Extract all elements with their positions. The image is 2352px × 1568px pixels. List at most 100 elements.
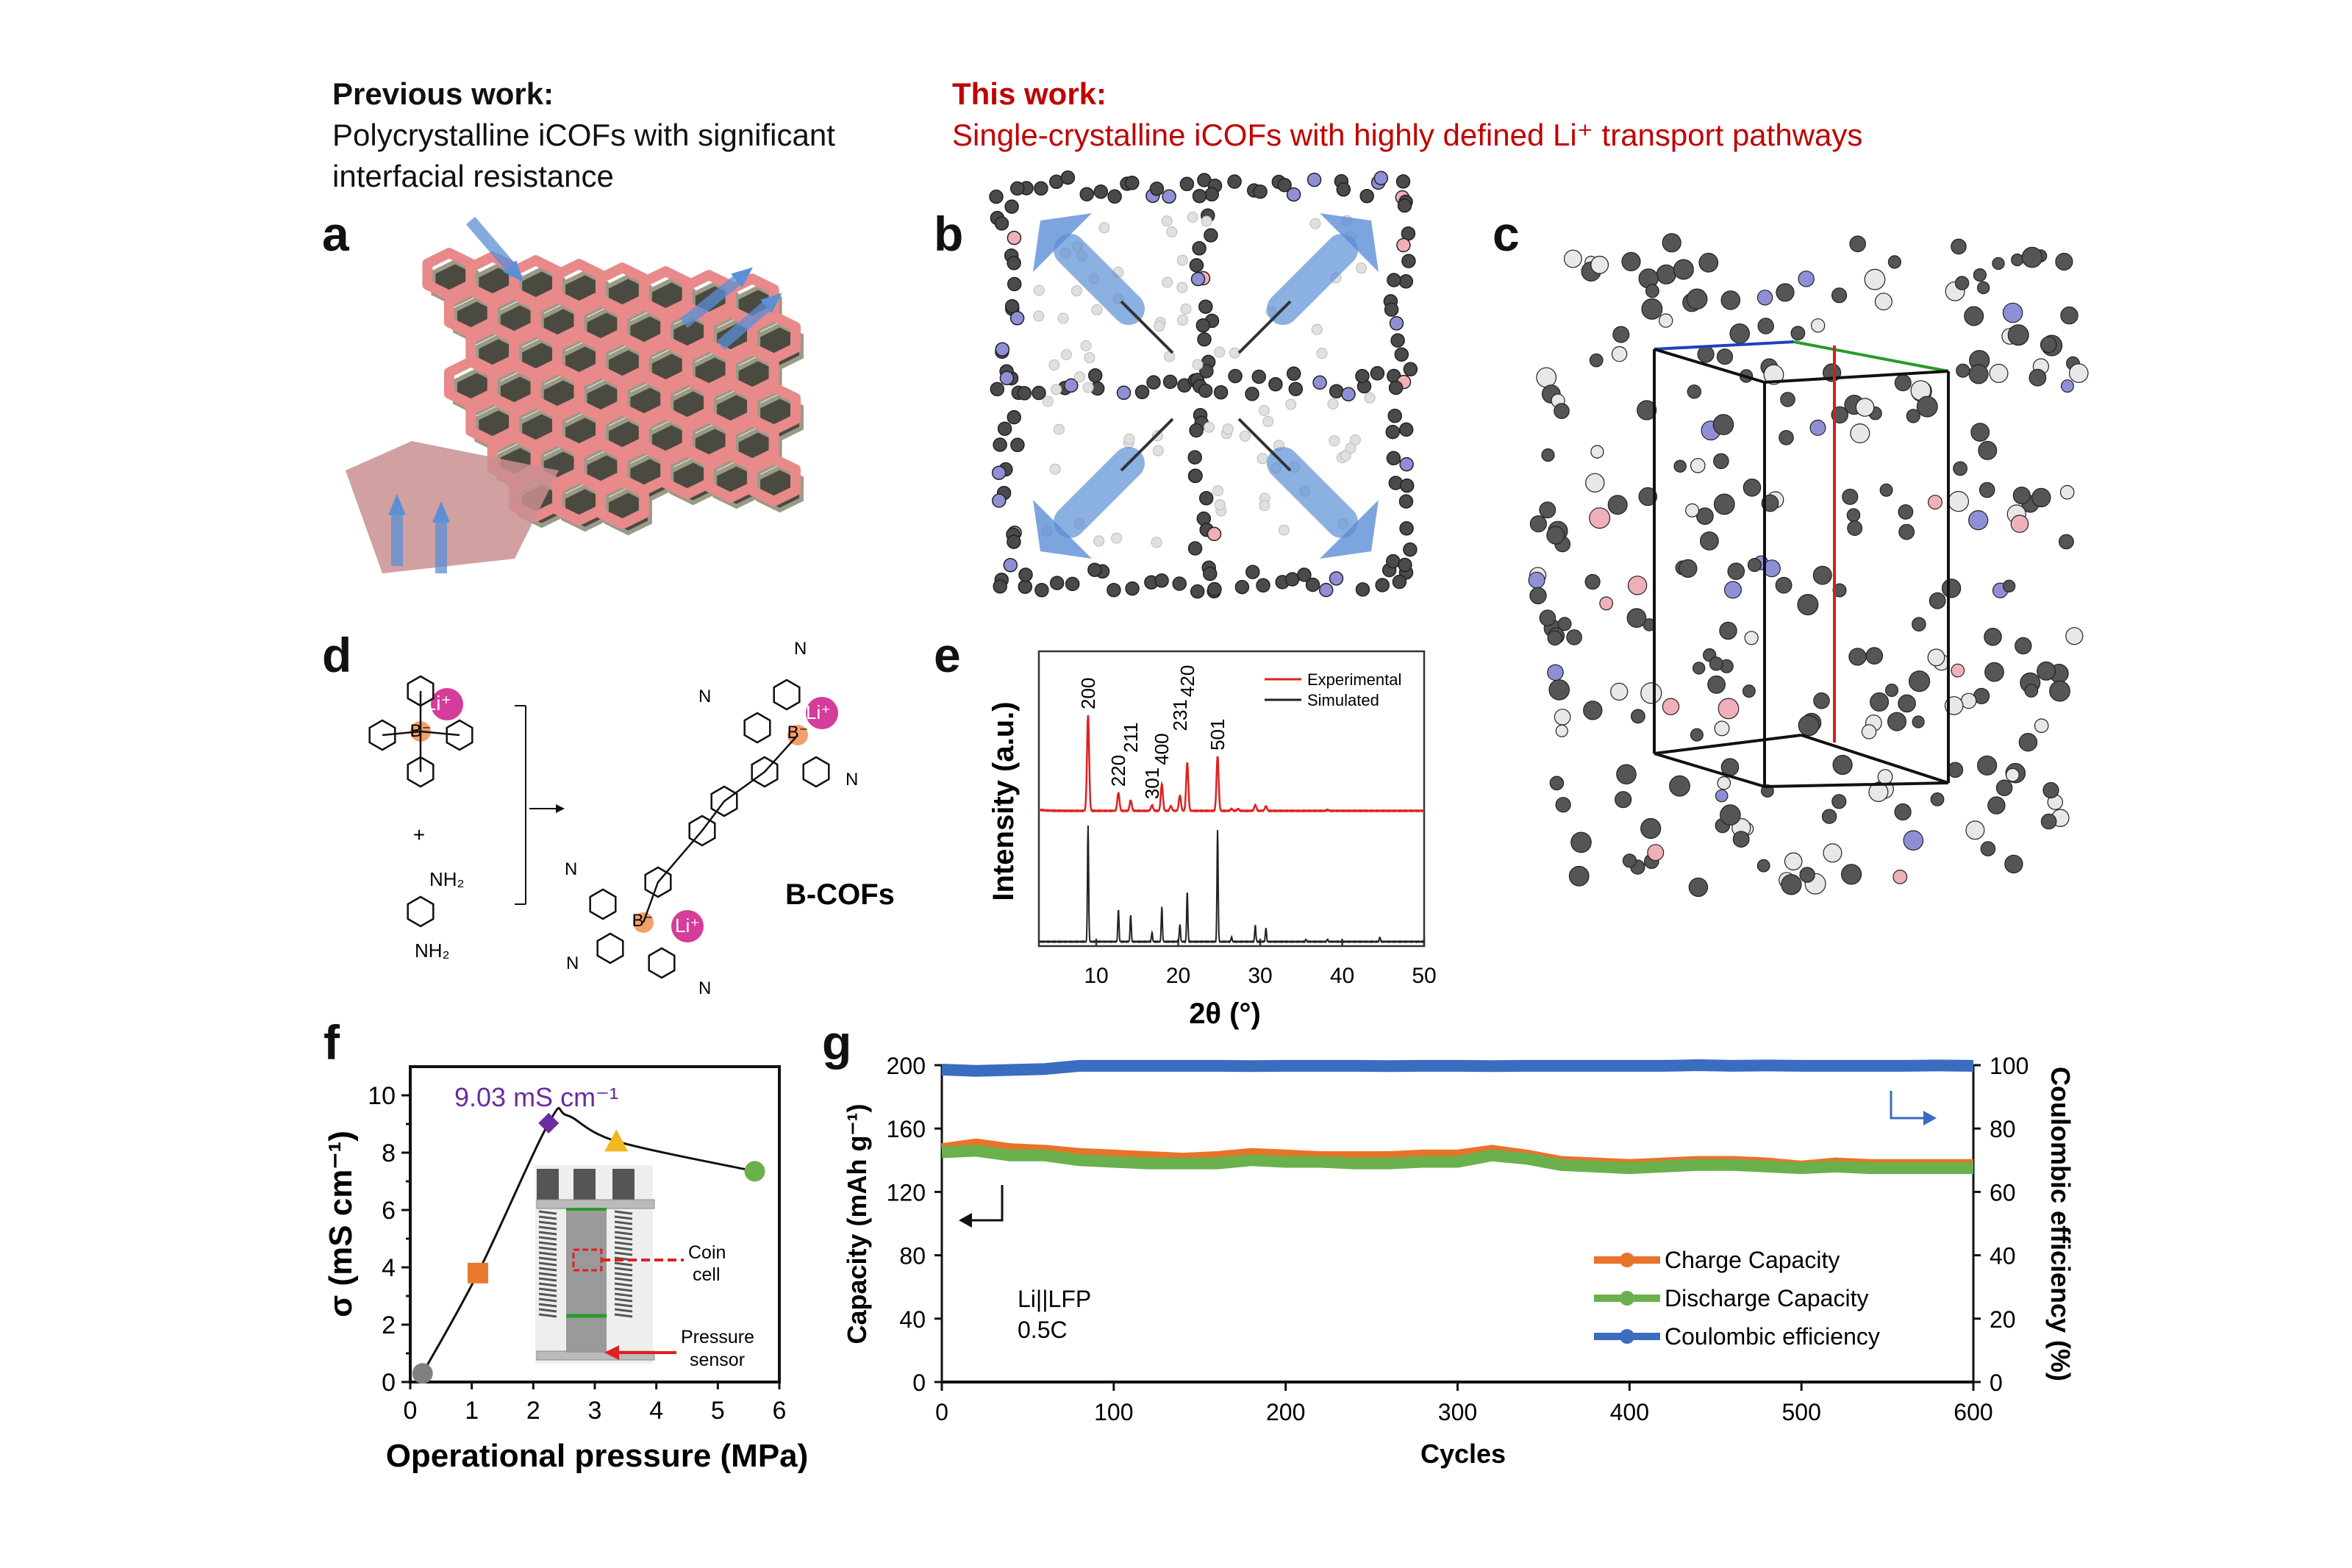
- atom-sphere: [1898, 504, 1914, 520]
- atom-sphere: [1638, 487, 1658, 506]
- atom-sphere: [1370, 366, 1385, 381]
- atom-sphere: [1549, 776, 1565, 791]
- g-series-coulombic-efficiency: [941, 1059, 1974, 1077]
- background-atom-sphere: [1164, 351, 1176, 362]
- f-y-tick-label: 8: [382, 1139, 396, 1167]
- atom-sphere: [1018, 579, 1033, 594]
- bond-line: [382, 730, 421, 737]
- bond-line: [1237, 418, 1292, 472]
- atom-sphere: [1823, 843, 1842, 863]
- arrow-head-icon: [1320, 500, 1379, 559]
- atom-sphere: [1978, 440, 1998, 460]
- panel-a-polycrystalline-illustration: [346, 216, 804, 573]
- bond-line: [1237, 300, 1292, 354]
- atom-sphere: [1599, 596, 1614, 611]
- background-atom-sphere: [1111, 532, 1123, 544]
- unit-cell-edge: [1764, 781, 1949, 788]
- atom-sphere: [1898, 694, 1916, 713]
- atom-sphere: [1685, 503, 1700, 518]
- g-x-tick-label: 200: [1266, 1399, 1305, 1425]
- left-axis-indicator-arrow-icon: [969, 1185, 1004, 1222]
- atom-sphere: [1948, 490, 1969, 512]
- atom-sphere: [1107, 582, 1121, 598]
- unit-cell-edge: [1654, 734, 1802, 755]
- atom-sphere: [1892, 869, 1908, 884]
- atom-sphere: [1563, 249, 1582, 268]
- atom-sphere: [1268, 376, 1283, 392]
- benzene-ring: [407, 756, 435, 788]
- atom-sphere: [2024, 684, 2039, 698]
- f-y-tick-label: 6: [382, 1197, 396, 1225]
- atom-sphere: [1887, 712, 1907, 731]
- atom-sphere: [1716, 348, 1734, 365]
- background-atom-sphere: [1060, 349, 1072, 360]
- e-peak-label-200: 200: [1077, 678, 1099, 709]
- f-fit-curve: [421, 1106, 755, 1375]
- atom-sphere: [1980, 841, 1996, 856]
- e-peak-label-420: 420: [1176, 665, 1198, 697]
- g-x-tick-label: 300: [1438, 1399, 1477, 1425]
- atom-sphere: [2021, 246, 2043, 268]
- atom-sphere: [1288, 382, 1304, 396]
- atom-sphere: [1079, 187, 1094, 201]
- background-atom-sphere: [1057, 312, 1069, 324]
- atom-sphere: [1007, 409, 1021, 425]
- spring-coil: [614, 1220, 633, 1225]
- atom-sphere: [1953, 461, 1968, 476]
- g-y-tick-label: 0: [912, 1370, 926, 1396]
- atom-sphere: [2012, 486, 2031, 505]
- background-atom-sphere: [1187, 212, 1198, 223]
- unit-cell-edge: [1654, 752, 1765, 788]
- atom-sphere: [2040, 813, 2057, 830]
- atom-sphere: [1781, 874, 1802, 895]
- atom-sphere: [1673, 459, 1687, 473]
- atom-sphere: [1192, 188, 1207, 204]
- e-legend-experimental: Experimental: [1307, 670, 1401, 689]
- atom-sphere: [1009, 311, 1025, 326]
- spring-coil: [614, 1210, 633, 1215]
- atom-sphere: [1162, 374, 1178, 390]
- atom-sphere: [1341, 387, 1356, 402]
- background-atom-sphere: [1177, 314, 1189, 326]
- background-atom-sphere: [1349, 434, 1361, 445]
- atom-sphere: [1399, 478, 1415, 493]
- e-series-experimental: [1038, 715, 1425, 813]
- background-atom-sphere: [1082, 382, 1094, 393]
- atom-sphere: [1204, 228, 1218, 243]
- spring-coil: [614, 1241, 633, 1246]
- atom-sphere: [1831, 794, 1847, 809]
- atom-sphere: [1976, 281, 1990, 295]
- atom-sphere: [1929, 592, 1946, 609]
- atom-sphere: [1695, 507, 1714, 525]
- atom-sphere: [1812, 565, 1832, 585]
- background-atom-sphere: [1161, 215, 1173, 227]
- unit-cell-edge: [1793, 340, 1949, 373]
- atom-sphere: [1149, 182, 1165, 196]
- n-label-3: N: [846, 770, 858, 790]
- arrow-head-icon: [959, 1213, 972, 1228]
- press-bolt-head: [573, 1169, 596, 1202]
- atom-sphere: [1087, 368, 1103, 383]
- e-x-axis-label: 2θ (°): [1189, 998, 1261, 1030]
- e-x-tick-label: 20: [1166, 964, 1190, 988]
- atom-sphere: [1286, 366, 1301, 382]
- atom-sphere: [989, 189, 1004, 204]
- atom-sphere: [1760, 784, 1774, 798]
- f-data-point-circle: [744, 1161, 765, 1182]
- li-pathway-arrow-icon: [1267, 447, 1358, 538]
- benzene-ring: [446, 719, 473, 751]
- panel-label-f: f: [324, 1015, 340, 1070]
- atom-sphere: [1848, 648, 1867, 666]
- spring-coil: [538, 1277, 557, 1282]
- g-x-axis-label: Cycles: [1420, 1439, 1506, 1469]
- spring-coil: [538, 1231, 557, 1236]
- background-atom-sphere: [1364, 392, 1376, 404]
- panel-label-c: c: [1493, 207, 1520, 261]
- atom-sphere: [1687, 384, 1701, 399]
- atom-sphere: [1916, 395, 1938, 418]
- atom-sphere: [1989, 363, 2009, 383]
- f-x-tick-label: 5: [711, 1397, 725, 1425]
- atom-sphere: [1583, 701, 1603, 720]
- g-y2-tick-label: 100: [1990, 1053, 2028, 1079]
- atom-sphere: [1064, 378, 1079, 393]
